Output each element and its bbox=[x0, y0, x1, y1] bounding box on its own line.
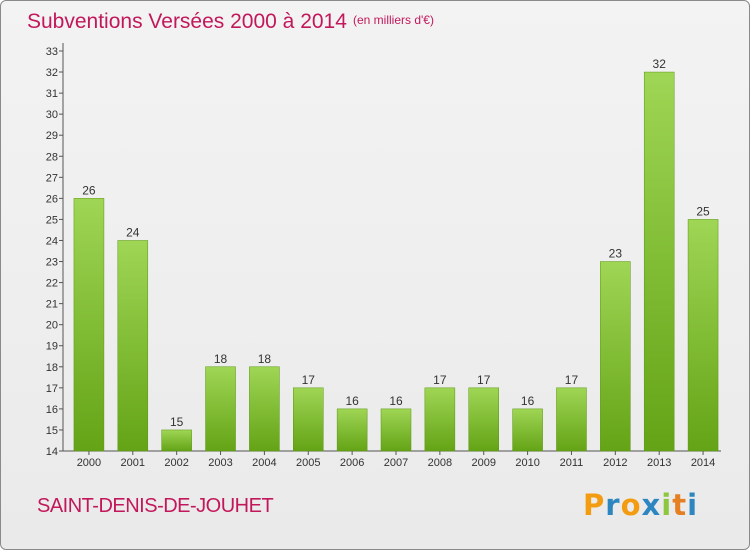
bar-value-label: 16 bbox=[389, 394, 403, 408]
logo-letter: o bbox=[620, 488, 642, 522]
logo-letter: t bbox=[672, 488, 688, 522]
bar-2010 bbox=[512, 408, 543, 452]
y-tick-label: 28 bbox=[46, 151, 58, 163]
x-tick-label: 2006 bbox=[340, 457, 364, 469]
y-tick-label: 29 bbox=[46, 130, 58, 142]
y-tick-label: 15 bbox=[46, 425, 58, 437]
y-tick-label: 22 bbox=[46, 278, 58, 290]
y-tick-label: 18 bbox=[46, 362, 58, 374]
y-tick-label: 33 bbox=[46, 46, 58, 58]
bar-2002 bbox=[161, 429, 192, 452]
logo-letter: P bbox=[583, 488, 606, 522]
x-tick-label: 2009 bbox=[471, 457, 495, 469]
bar-value-label: 15 bbox=[170, 415, 184, 429]
bar-value-label: 18 bbox=[258, 352, 272, 366]
bar-value-label: 32 bbox=[653, 57, 667, 71]
bar-value-label: 24 bbox=[126, 225, 140, 239]
bar-2000 bbox=[73, 198, 105, 452]
bar-2009 bbox=[468, 387, 499, 452]
y-tick-label: 25 bbox=[46, 214, 58, 226]
proxiti-logo[interactable]: Proxiti bbox=[583, 488, 698, 522]
bar-value-label: 17 bbox=[302, 373, 316, 387]
y-tick-label: 17 bbox=[46, 383, 58, 395]
chart-title: Subventions Versées 2000 à 2014 bbox=[27, 10, 347, 33]
bar-value-label: 17 bbox=[565, 373, 579, 387]
bar-2005 bbox=[293, 387, 324, 452]
x-tick-label: 2003 bbox=[208, 457, 232, 469]
y-tick-label: 24 bbox=[46, 235, 58, 247]
bar-2004 bbox=[249, 366, 280, 452]
x-tick-label: 2008 bbox=[428, 457, 452, 469]
x-tick-label: 2004 bbox=[252, 457, 276, 469]
bar-value-label: 17 bbox=[433, 373, 447, 387]
x-tick-label: 2002 bbox=[164, 457, 188, 469]
y-tick-label: 23 bbox=[46, 257, 58, 269]
bar-2008 bbox=[424, 387, 456, 452]
x-tick-label: 2013 bbox=[647, 457, 671, 469]
x-tick-label: 2005 bbox=[296, 457, 320, 469]
bar-2011 bbox=[556, 387, 587, 452]
y-tick-label: 19 bbox=[46, 341, 58, 353]
bar-value-label: 16 bbox=[521, 394, 535, 408]
chart-bars: 26 24 15 18 18 17 16 16 17 17 16 17 23 32 25 bbox=[73, 57, 719, 452]
bar-2006 bbox=[336, 408, 368, 452]
x-tick-label: 2000 bbox=[77, 457, 101, 469]
logo-letter: r bbox=[605, 488, 621, 522]
y-tick-label: 20 bbox=[46, 320, 58, 332]
commune-name: SAINT-DENIS-DE-JOUHET bbox=[37, 495, 274, 517]
y-tick-label: 21 bbox=[46, 299, 58, 311]
y-tick-label: 32 bbox=[46, 67, 58, 79]
x-tick-label: 2012 bbox=[603, 457, 627, 469]
y-tick-label: 26 bbox=[46, 193, 58, 205]
bar-2013 bbox=[643, 71, 675, 452]
y-tick-label: 31 bbox=[46, 88, 58, 100]
logo-letter: x bbox=[641, 488, 662, 522]
bar-value-label: 23 bbox=[609, 247, 623, 261]
bar-2001 bbox=[117, 240, 149, 452]
logo-letter: i bbox=[687, 488, 699, 522]
bar-value-label: 18 bbox=[214, 352, 228, 366]
bar-2012 bbox=[600, 261, 631, 452]
x-tick-label: 2001 bbox=[121, 457, 145, 469]
x-tick-label: 2010 bbox=[515, 457, 539, 469]
bar-2007 bbox=[380, 408, 412, 452]
x-tick-label: 2014 bbox=[691, 457, 715, 469]
y-tick-label: 27 bbox=[46, 172, 58, 184]
bar-value-label: 25 bbox=[696, 204, 710, 218]
bar-value-label: 26 bbox=[82, 183, 96, 197]
chart-subtitle: (en milliers d'€) bbox=[353, 13, 434, 27]
y-tick-label: 30 bbox=[46, 109, 58, 121]
x-tick-label: 2007 bbox=[384, 457, 408, 469]
bar-2003 bbox=[205, 366, 236, 452]
y-tick-label: 14 bbox=[46, 446, 58, 458]
logo-letter: i bbox=[661, 488, 673, 522]
y-tick-label: 16 bbox=[46, 404, 58, 416]
bar-value-label: 16 bbox=[345, 394, 359, 408]
bar-2014 bbox=[687, 219, 719, 452]
bar-value-label: 17 bbox=[477, 373, 491, 387]
x-tick-label: 2011 bbox=[560, 457, 584, 469]
